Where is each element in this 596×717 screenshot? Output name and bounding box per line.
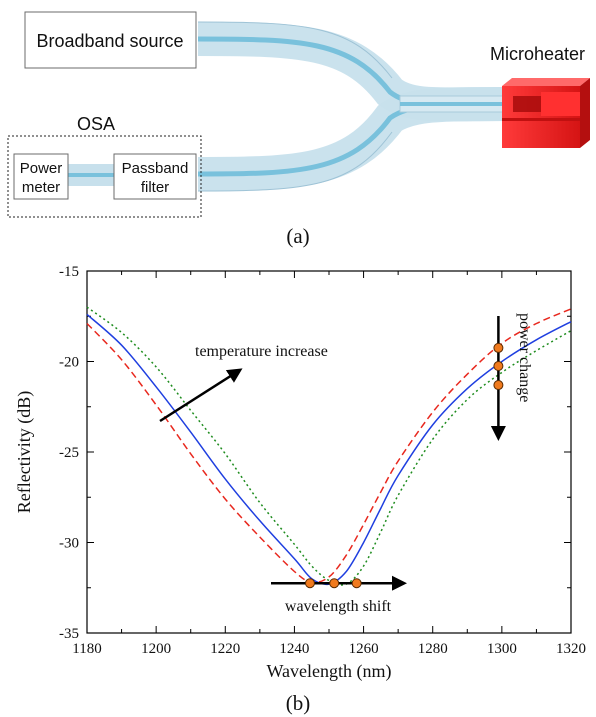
y-tick-label: -30 [59,536,79,552]
x-axis-title: Wavelength (nm) [266,661,391,682]
x-tick-label: 1180 [72,641,101,657]
y-tick-label: -20 [59,355,79,371]
osa-label: OSA [77,114,115,134]
data-marker [304,578,315,589]
x-tick-label: 1260 [349,641,379,657]
series-line-0 [86,308,572,584]
y-axis-title: Reflectivity (dB) [14,391,35,513]
temperature-arrow [159,368,243,423]
annotations-group: temperature increase power change waveleng… [159,313,533,615]
broadband-source-label: Broadband source [36,31,183,51]
passband-filter-box [113,153,197,200]
power-meter-label-1: Power [20,160,63,177]
panel-b-label: (b) [286,691,311,715]
wavelength-annotation: wavelength shift [285,598,392,615]
power-meter-label-2: meter [22,179,60,196]
x-tick-label: 1300 [487,641,517,657]
data-marker [493,361,504,372]
data-marker [493,342,504,353]
x-tick-label: 1280 [418,641,448,657]
y-tick-label: -35 [59,626,79,642]
axis-ticks: 1180 1200 1220 1240 1260 1280 1300 1320 -15 -20 -2… [59,264,586,657]
broadband-source-box [24,11,197,69]
power-meter-box [13,153,69,200]
setup-diagram: Broadband source Microheater OSA Power m… [7,11,590,248]
x-tick-label: 1220 [210,641,240,657]
data-marker [351,578,362,589]
y-tick-label: -25 [59,445,79,461]
x-tick-label: 1320 [556,641,586,657]
passband-filter-label-2: filter [141,179,169,196]
x-tick-label: 1200 [141,641,171,657]
microheater [502,78,590,148]
series-line-2 [86,306,572,586]
temperature-annotation: temperature increase [195,343,328,360]
power-annotation: power change [516,313,533,402]
x-tick-label: 1240 [279,641,309,657]
y-tick-label: -15 [59,264,79,280]
osa-enclosure [7,135,202,218]
passband-filter-label-1: Passband [122,160,189,177]
data-marker [329,578,340,589]
data-marker [493,380,504,391]
microheater-label: Microheater [490,44,585,64]
panel-a-label: (a) [286,224,309,248]
reflectivity-chart: 1180 1200 1220 1240 1260 1280 1300 1320 -15 -20 -2… [14,264,586,715]
